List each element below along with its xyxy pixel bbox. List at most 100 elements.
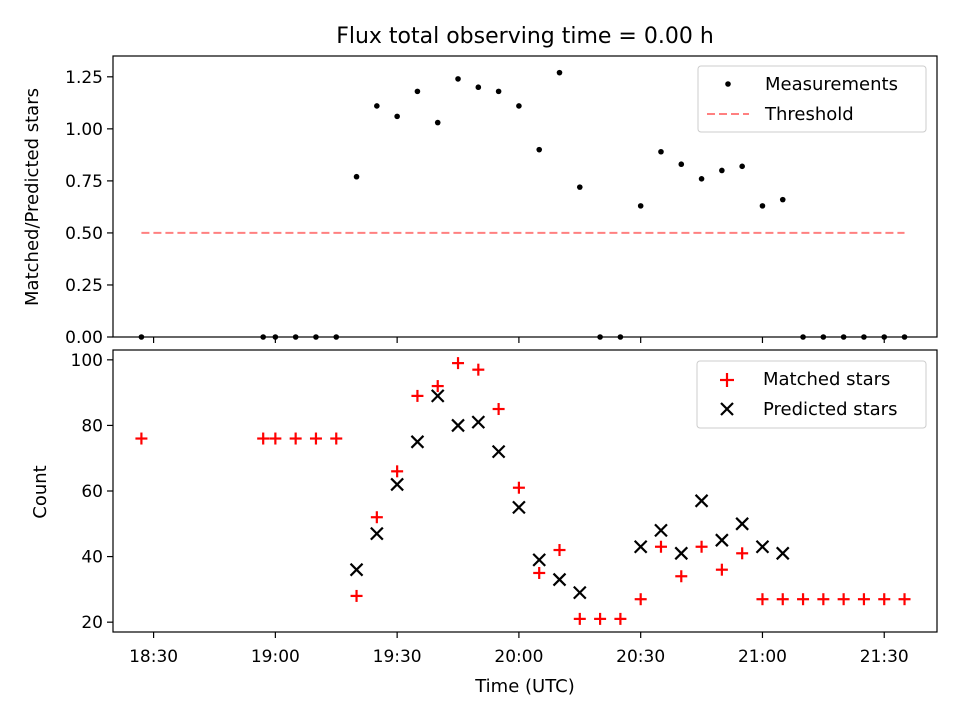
matched-stars-point [269,432,282,445]
matched-stars-point [411,389,424,402]
matched-stars-point [675,570,688,583]
predicted-stars-point [451,418,465,433]
legend-label-measurements: Measurements [765,74,898,95]
y-tick-label: 0.00 [65,328,103,348]
matched-stars-point [695,540,708,553]
x-tick-label: 19:30 [373,647,422,667]
matched-stars-point [857,593,870,606]
matched-stars-point [135,432,148,445]
predicted-stars-point [633,539,648,554]
top-legend-box [697,65,927,133]
y-tick-label: 0.75 [65,172,103,192]
x-tick-label: 21:00 [738,647,787,667]
legend-marker-measurements [725,81,731,87]
top-legend: Measurements Threshold [697,65,927,133]
matched-stars-point [736,547,749,560]
predicted-stars-point [512,500,526,515]
y-tick-label: 20 [81,613,103,633]
y-tick-label: 100 [71,351,103,371]
matched-stars-point [391,465,404,478]
bottom-y-axis: 20 40 60 80 100 [71,351,113,633]
matched-stars-point [512,481,525,494]
predicted-stars-point [471,415,486,429]
predicted-stars-point [654,523,668,538]
matched-stars-point [452,357,465,370]
top-y-axis-label: Matched/Predicted stars [22,88,43,306]
matched-stars-point [330,432,343,445]
bottom-x-axis: 18:30 19:00 19:30 20:00 20:30 21:00 21:30 [129,632,909,667]
matched-stars-point [309,432,322,445]
matched-stars-point [878,593,891,606]
measurements-point [495,88,502,95]
matched-stars-point [370,511,383,524]
y-tick-label: 40 [81,548,103,568]
y-tick-label: 0.50 [65,224,103,244]
measurements-point [759,203,766,209]
x-tick-label: 19:00 [251,647,300,667]
top-x-axis [152,337,885,343]
y-tick-label: 80 [81,416,103,436]
measurements-point [455,76,461,82]
predicted-stars-point [775,546,790,561]
legend-marker-predicted-stars [720,402,734,416]
measurements-point [353,173,360,180]
measurements-point [658,148,664,155]
predicted-stars-point [573,585,587,600]
bottom-plot-area [135,357,911,625]
legend-label-threshold: Threshold [764,104,854,125]
predicted-stars-point [349,562,364,577]
measurements-point [434,119,441,126]
measurements-point [779,196,786,203]
measurements-point [698,176,705,182]
matched-stars-point [756,593,769,606]
x-axis-label: Time (UTC) [474,676,575,697]
measurements-point [516,103,522,109]
measurements-point [394,113,400,120]
y-tick-label: 0.25 [65,276,103,296]
predicted-stars-point [410,435,425,449]
y-tick-label: 1.00 [65,120,103,140]
predicted-stars-point [552,572,567,587]
predicted-stars-point [715,533,729,547]
matched-stars-point [289,432,302,445]
bottom-legend: Matched stars Predicted stars [696,360,927,429]
bottom-y-axis-label: Count [30,465,51,518]
measurements-point [556,69,563,76]
matched-stars-point [472,363,485,376]
x-tick-label: 18:30 [129,647,178,667]
measurements-point [576,184,583,190]
predicted-stars-point [390,477,404,492]
matched-stars-point [817,593,830,606]
legend-label-matched-stars: Matched stars [763,369,890,390]
measurements-point [719,167,725,174]
matched-stars-point [715,563,728,576]
measurements-point [637,203,644,209]
bottom-legend-box [696,360,927,429]
matched-stars-point [634,593,647,606]
matched-stars-point [350,589,363,602]
x-tick-label: 20:00 [494,647,543,667]
predicted-stars-point [532,553,546,567]
legend-label-predicted-stars: Predicted stars [763,399,897,420]
chart-title: Flux total observing time = 0.00 h [336,24,714,49]
matched-stars-point [797,593,810,606]
matched-stars-point [533,566,546,579]
matched-stars-point [257,432,270,445]
matched-stars-point [776,593,789,606]
matched-stars-point [492,403,505,416]
predicted-stars-point [674,546,689,561]
predicted-stars-point [370,526,384,541]
matched-stars-point [594,612,607,625]
matched-stars-point [837,593,850,606]
measurements-point [414,88,421,95]
matched-stars-point [614,612,627,625]
predicted-stars-point [491,444,506,459]
measurements-point [374,103,380,109]
measurements-point [536,146,543,153]
matched-stars-point [431,380,444,393]
matched-stars-point [654,540,667,553]
y-tick-label: 60 [81,482,103,502]
top-y-axis: 0.00 0.25 0.50 0.75 1.00 1.25 [65,68,113,348]
legend-marker-matched-stars [720,373,734,387]
